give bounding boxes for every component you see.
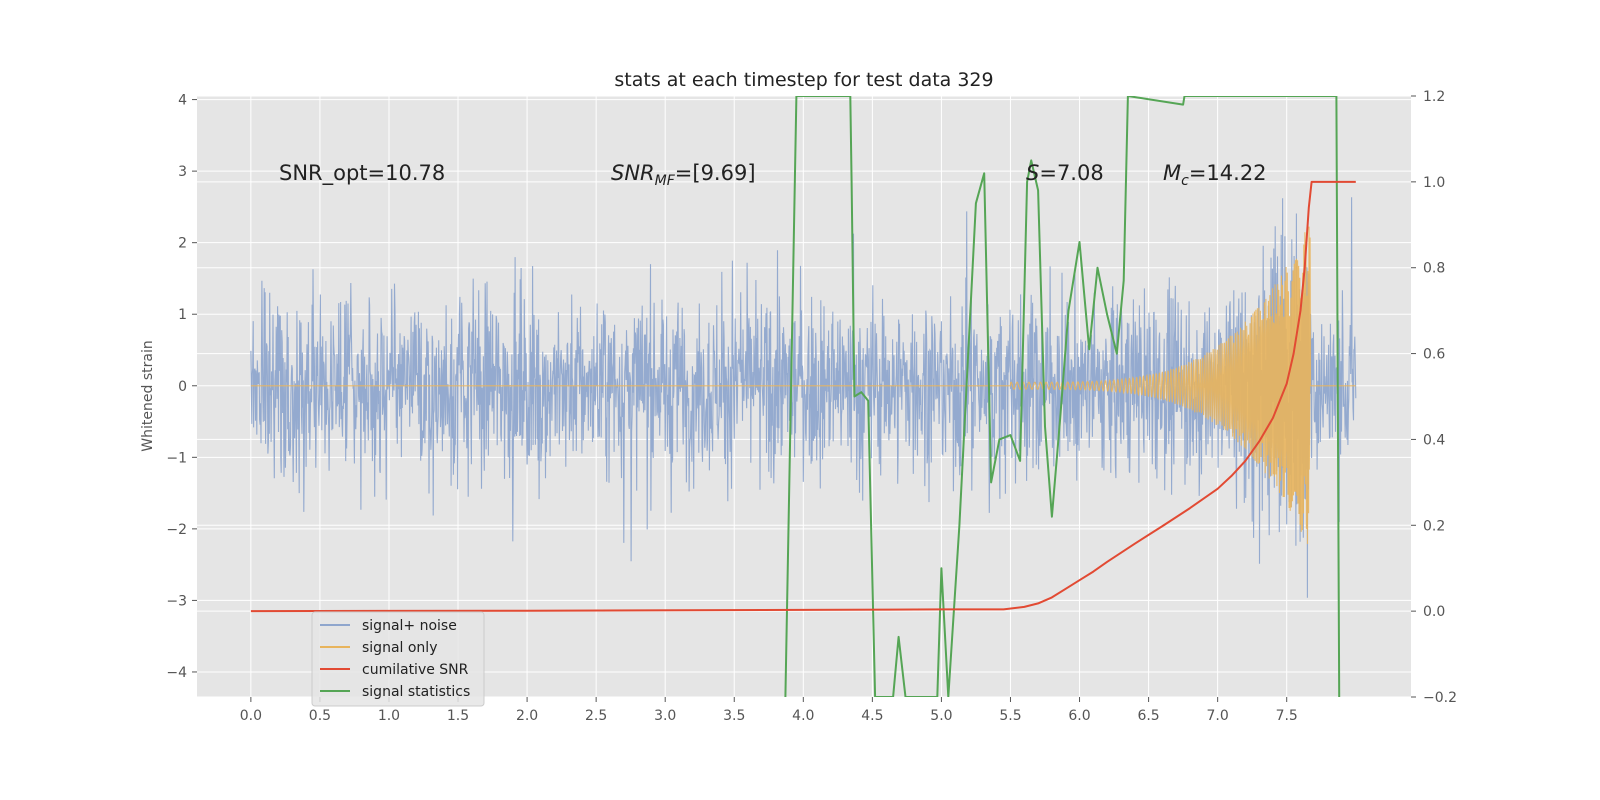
x-tick-label: 0.5 <box>309 708 331 724</box>
legend-label-stats: signal statistics <box>362 684 470 700</box>
annotation-snr-mf-base: SNR <box>611 161 655 185</box>
x-tick-label: 6.5 <box>1137 708 1159 724</box>
annotation-snr-opt: SNR_opt=10.78 <box>279 161 445 186</box>
x-tick-label: 5.0 <box>930 708 952 724</box>
annotation-s: S=7.08 <box>1026 161 1104 185</box>
y-tick-label: 3 <box>178 164 187 180</box>
y-axis-label: Whitened strain <box>140 340 156 451</box>
annotation-s-base: S <box>1026 161 1039 185</box>
x-tick-label: 2.0 <box>516 708 538 724</box>
x-tick-label: 3.0 <box>654 708 676 724</box>
y2-tick-label: 1.2 <box>1423 89 1445 105</box>
x-axis: 0.0 0.5 1.0 1.5 2.0 2.5 3.0 3.5 4.0 4.5 5.0 5.5 6.0 6… <box>240 697 1298 724</box>
legend-label-cumsnr: cumilative SNR <box>362 662 469 678</box>
y2-tick-label: 0.6 <box>1423 347 1445 363</box>
series-signal-only <box>250 226 1356 545</box>
annotation-snr-mf-sub: MF <box>655 173 676 189</box>
signal-only-line <box>250 226 1356 545</box>
x-tick-label: 7.0 <box>1207 708 1229 724</box>
x-tick-label: 6.0 <box>1068 708 1090 724</box>
annotation-s-value: =7.08 <box>1039 161 1103 185</box>
x-tick-label: 4.0 <box>792 708 814 724</box>
annotation-mc-base: M <box>1163 161 1181 185</box>
series-signal-plus-noise <box>250 197 1357 598</box>
y2-tick-label: −0.2 <box>1423 690 1457 706</box>
y2-tick-label: 0.0 <box>1423 604 1445 620</box>
y-tick-label: −2 <box>166 522 187 538</box>
legend-label-noise: signal+ noise <box>362 618 457 634</box>
y-axis-left: −4 −3 −2 −1 0 1 2 3 4 <box>166 93 197 681</box>
series-lines <box>250 96 1356 697</box>
annotation-mc-sub: c <box>1181 173 1189 189</box>
y-tick-label: −4 <box>166 665 187 681</box>
x-tick-label: 3.5 <box>723 708 745 724</box>
annotation-mc: Mc=14.22 <box>1163 161 1267 189</box>
y-tick-label: 2 <box>178 236 187 252</box>
y-tick-label: −3 <box>166 593 187 609</box>
x-tick-label: 1.0 <box>378 708 400 724</box>
legend-label-signal: signal only <box>362 640 437 656</box>
annotation-snr-mf: SNRMF=[9.69] <box>611 161 756 189</box>
x-tick-label: 7.5 <box>1276 708 1298 724</box>
y-tick-label: 4 <box>178 93 187 109</box>
x-tick-label: 5.5 <box>999 708 1021 724</box>
y2-tick-label: 1.0 <box>1423 175 1445 191</box>
signal-statistics-line <box>784 96 1341 697</box>
x-tick-label: 1.5 <box>447 708 469 724</box>
y2-tick-label: 0.4 <box>1423 432 1445 448</box>
x-tick-label: 2.5 <box>585 708 607 724</box>
y2-tick-label: 0.8 <box>1423 261 1445 277</box>
legend-box <box>311 611 485 707</box>
x-tick-label: 4.5 <box>861 708 883 724</box>
y-axis-right: −0.2 0.0 0.2 0.4 0.6 0.8 1.0 1.2 <box>1411 89 1457 706</box>
legend: signal+ noise signal only cumilative SNR… <box>311 611 485 707</box>
annotation-snr-mf-value: =[9.69] <box>675 161 756 185</box>
chart-title: stats at each timestep for test data 329 <box>614 69 993 91</box>
x-tick-label: 0.0 <box>240 708 262 724</box>
y-tick-label: −1 <box>166 450 187 466</box>
cumulative-snr-line <box>250 180 1356 613</box>
y-tick-label: 1 <box>178 307 187 323</box>
y2-tick-label: 0.2 <box>1423 518 1445 534</box>
signal-plus-noise-line <box>250 197 1357 598</box>
annotation-mc-value: =14.22 <box>1189 161 1267 185</box>
y-tick-label: 0 <box>178 379 187 395</box>
